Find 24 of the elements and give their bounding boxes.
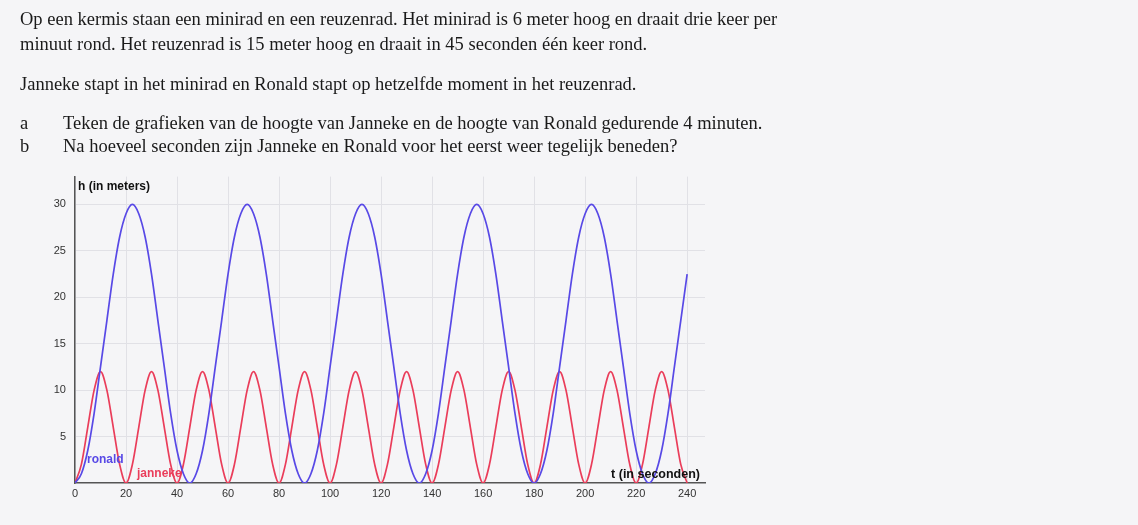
x-tick-label: 80 xyxy=(272,486,286,499)
x-tick-label: 20 xyxy=(119,486,133,499)
x-tick-label: 120 xyxy=(371,486,391,499)
x-tick-label: 100 xyxy=(320,486,340,499)
text: b Na hoeveel seconden zijn Janneke en Ronald voor het eerst weer tegelijk beneden? xyxy=(20,136,678,156)
x-tick-label: 220 xyxy=(626,486,646,499)
y-tick-label: 30 xyxy=(53,197,66,210)
x-tick-label: 180 xyxy=(524,486,544,499)
x-tick-label: 40 xyxy=(170,486,184,499)
y-tick-label: 5 xyxy=(59,429,66,442)
chart-subtitle: Janneke stapt in het minirad en Ronald stapt op hetzelfde moment in het reuzenrad. xyxy=(20,73,638,96)
y-axis-title: h (in meters) xyxy=(78,178,151,193)
y-tick-label: 15 xyxy=(53,336,66,349)
x-tick-label: 0 xyxy=(71,486,79,499)
x-tick-label: 240 xyxy=(677,486,697,499)
y-tick-label: 20 xyxy=(53,290,66,303)
x-tick-label: 60 xyxy=(221,486,235,499)
y-tick-label: 10 xyxy=(53,383,66,396)
x-tick-label: 140 xyxy=(422,486,442,499)
text: a Teken de grafieken van de hoogte van Janneke en de hoogte van Ronald gedurende 4 minuten. xyxy=(20,113,763,133)
x-tick-label: 160 xyxy=(473,486,493,499)
x-tick-label: 200 xyxy=(575,486,595,499)
y-tick-label: 25 xyxy=(53,243,66,256)
chart-title: Op een kermis staan een minirad en een reuzenrad. Het minirad is 6 meter hoog en draait drie keer per minuut rond. Het reuzenrad is 15 meter hoog en draait in 45 seconden één keer rond. xyxy=(20,8,779,56)
